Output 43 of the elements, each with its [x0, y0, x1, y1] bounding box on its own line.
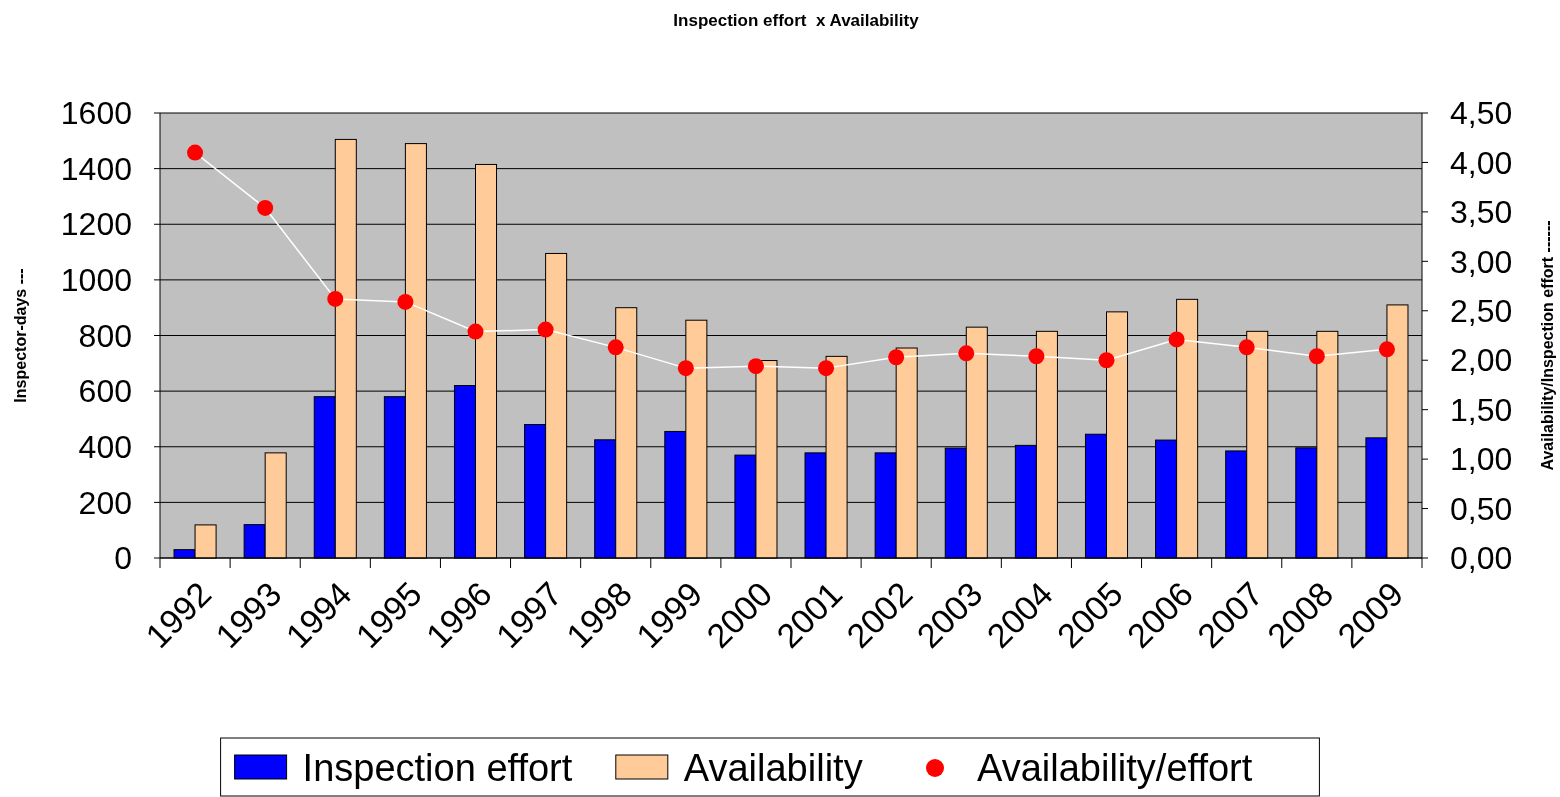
point: [397, 293, 414, 310]
legend-label: Inspection effort: [302, 747, 573, 789]
y-tick-label: 1400: [60, 150, 132, 187]
y2-axis-title: Availability/Inspection effort ------: [1539, 220, 1556, 471]
y2-tick-label: 4,50: [1450, 95, 1513, 132]
point: [1238, 339, 1255, 356]
y-tick-label: 1200: [60, 206, 132, 243]
y-tick-label: 200: [78, 484, 132, 521]
point: [1378, 341, 1395, 358]
point: [187, 144, 204, 161]
y-tick-label: 800: [78, 317, 132, 354]
y-tick-label: 600: [78, 373, 132, 410]
point: [537, 321, 554, 338]
y2-tick-label: 4,00: [1450, 144, 1513, 181]
point: [467, 323, 484, 340]
point: [1168, 331, 1185, 348]
y2-tick-label: 3,50: [1450, 194, 1513, 231]
point: [818, 360, 835, 377]
y2-tick-label: 0,50: [1450, 490, 1513, 527]
point: [888, 349, 905, 366]
y2-tick-label: 1,00: [1450, 441, 1513, 478]
y-tick-label: 1600: [60, 95, 132, 132]
y2-tick-label: 0,00: [1450, 540, 1513, 577]
chart-title: Inspection effort x Availability: [673, 11, 920, 30]
point: [747, 358, 764, 375]
y-tick-label: 400: [78, 428, 132, 465]
legend-label: Availability: [683, 747, 863, 789]
legend-label: Availability/effort: [977, 747, 1253, 789]
y-axis-title: Inspector-days ---: [12, 268, 29, 403]
y2-tick-label: 1,50: [1450, 391, 1513, 428]
point: [327, 290, 344, 307]
point: [958, 345, 975, 362]
y2-tick-label: 2,00: [1450, 342, 1513, 379]
point: [607, 339, 624, 356]
y-tick-label: 1000: [60, 262, 132, 299]
point: [1308, 348, 1325, 365]
y2-tick-label: 3,00: [1450, 243, 1513, 280]
point: [257, 199, 274, 216]
point: [677, 360, 694, 377]
y2-tick-label: 2,50: [1450, 292, 1513, 329]
y-tick-label: 0: [114, 540, 132, 577]
point: [1098, 352, 1115, 369]
point: [1028, 348, 1045, 365]
